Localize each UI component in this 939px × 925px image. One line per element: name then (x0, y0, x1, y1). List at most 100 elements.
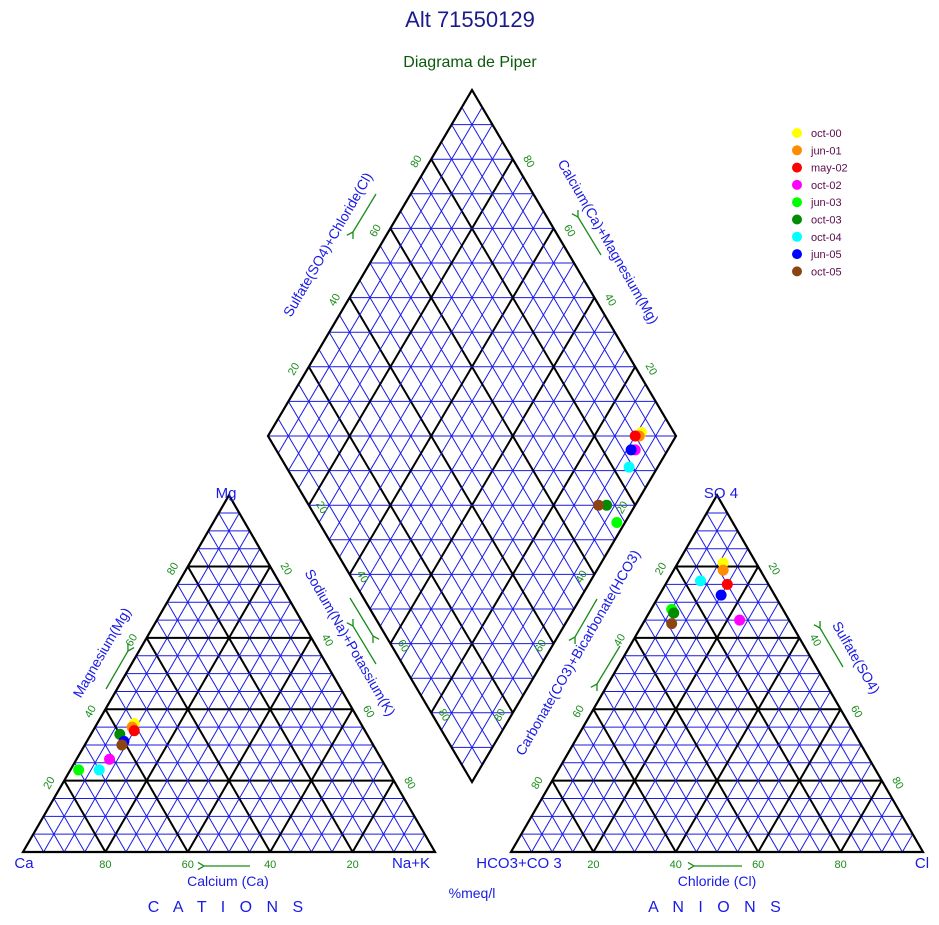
anion-bottom-tick: 80 (834, 859, 846, 871)
anion-triangle-gridline (551, 780, 595, 853)
anion-triangle-gridline (685, 548, 862, 853)
anion-triangle-gridline (881, 816, 903, 853)
cation-right-tick: 20 (278, 561, 295, 578)
anions-caption: A N I O N S (648, 899, 786, 916)
cation-triangle-gridline (43, 512, 240, 853)
cation-right-tick: 80 (401, 775, 418, 792)
anion-point (717, 564, 729, 576)
cation-corner-mg: Mg (216, 485, 237, 502)
frame-layer (21, 87, 925, 854)
cation-corner-nak: Na+K (392, 855, 430, 872)
diamond-lower-right-tick: 60 (533, 638, 550, 655)
cation-triangle-gridline (177, 584, 333, 853)
legend-marker (792, 197, 802, 208)
diamond-gridline (430, 158, 637, 506)
anion-corner-hco3: HCO3+CO 3 (476, 855, 561, 872)
anion-triangle-gridline (757, 708, 842, 853)
anion-point (666, 618, 678, 630)
diamond-upper-right-arrow (571, 209, 602, 256)
tick-labels: 80 60 40 20 20 40 60 80 20 40 60 80 20 40 60 80 80 60 40 20… (41, 153, 905, 871)
anion-point (721, 578, 733, 590)
diamond-upper-left-tick: 60 (368, 223, 385, 240)
cation-right-tick: 60 (360, 703, 377, 720)
cation-left-tick: 20 (41, 775, 58, 792)
anion-triangle-gridline (541, 798, 574, 853)
diamond-gridline (359, 245, 565, 592)
diamond-gridline (400, 210, 606, 558)
diamond-frame (266, 87, 678, 785)
cation-triangle-gridline (290, 726, 364, 853)
anion-triangle-gridline (737, 691, 831, 853)
anion-right-arrow (813, 620, 844, 668)
grid-layer (32, 107, 914, 853)
legend-marker (792, 179, 802, 190)
cation-triangle-gridline (53, 798, 86, 853)
anion-triangle-gridline (531, 816, 553, 853)
cation-left-tick: 40 (83, 703, 100, 720)
diamond-gridline (410, 193, 616, 541)
cation-triangle-gridline (197, 548, 374, 853)
diamond-upper-left-arrow (346, 193, 377, 240)
legend-label: oct-05 (811, 266, 842, 278)
anion-left-tick: 40 (612, 632, 629, 649)
legend-label: jun-05 (810, 249, 842, 261)
legend-label: jun-01 (810, 145, 842, 157)
cation-triangle-gridline (269, 708, 354, 853)
diamond-point (623, 461, 635, 473)
diamond-lower-left-tick: 20 (313, 499, 330, 516)
cation-triangle-gridline (43, 816, 65, 853)
anion-bottom-axis-label: Chloride (Cl) (678, 873, 757, 889)
anion-bottom-tick: 40 (670, 859, 682, 871)
diamond-gridline (318, 176, 524, 523)
diamond-gridline (328, 193, 534, 541)
anion-point (715, 589, 727, 601)
cation-left-tick: 80 (165, 561, 182, 578)
cation-left-tick: 60 (124, 632, 141, 649)
anion-right-tick: 60 (848, 703, 865, 720)
units-label: %meq/l (449, 885, 496, 901)
anion-triangle-gridline (531, 512, 728, 853)
anion-triangle-frame (509, 492, 925, 854)
cation-right-axis-label: Sodium(Na)+Potassium(K) (302, 566, 399, 719)
anion-triangle-gridline (695, 655, 811, 853)
diamond-upper-right-tick: 20 (643, 361, 660, 378)
diamond-upper-left-tick: 80 (408, 153, 425, 170)
diamond-gridline (451, 124, 657, 471)
diamond-gridline (461, 107, 667, 454)
anion-corner-so4: SO 4 (704, 485, 738, 502)
diamond-lower-left-tick: 80 (436, 707, 453, 724)
anion-triangle-gridline (623, 655, 739, 853)
cation-bottom-axis-label: Calcium (Ca) (187, 873, 269, 889)
chart-title: Alt 71550129 (405, 7, 535, 32)
cation-corner-ca: Ca (14, 855, 34, 872)
diamond-lower-left-tick: 60 (395, 638, 412, 655)
legend-item: jun-01 (792, 145, 842, 157)
cation-point (73, 764, 85, 776)
legend-item: oct-00 (792, 128, 842, 140)
cation-triangle-gridline (84, 744, 148, 853)
diamond-point (611, 517, 623, 528)
anion-left-arrow (590, 645, 621, 692)
anion-triangle-gridline (592, 708, 677, 853)
diamond-gridline (307, 158, 514, 506)
diamond-gridline (379, 245, 585, 592)
anion-triangle-gridline (562, 762, 615, 853)
diamond-upper-left-label: Sulfate(SO4)+Chloride(Cl) (280, 170, 376, 320)
cation-left-axis-label: Magnesium(Mg) (69, 605, 133, 701)
anion-point (734, 614, 746, 626)
anion-bottom-arrow (687, 861, 742, 871)
diamond-lower-left-tick: 40 (354, 569, 371, 586)
cation-triangle-gridline (228, 673, 333, 853)
cation-point (104, 753, 116, 765)
anion-triangle-gridline (819, 762, 872, 853)
diamond-gridline (420, 176, 626, 523)
anion-right-tick: 80 (889, 775, 906, 792)
legend-label: oct-03 (811, 215, 842, 227)
legend-label: oct-00 (811, 128, 842, 140)
legend-marker (792, 162, 802, 173)
legend-label: may-02 (811, 163, 848, 175)
anion-point (668, 607, 680, 619)
anion-right-tick: 20 (766, 561, 783, 578)
diamond-gridline (287, 124, 493, 471)
anion-left-tick: 80 (529, 775, 546, 792)
